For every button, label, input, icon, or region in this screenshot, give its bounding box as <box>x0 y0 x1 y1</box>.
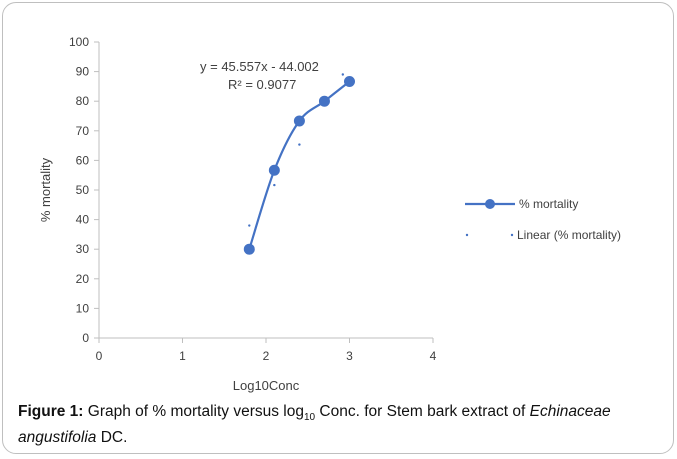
y-tick-label: 40 <box>76 213 90 227</box>
chart-frame <box>2 2 674 454</box>
caption-species: Echinaceae angustifolia <box>18 403 611 447</box>
y-tick-label: 100 <box>69 35 89 49</box>
legend-label-mortality: % mortality <box>519 197 578 211</box>
x-axis-title: Log10Conc <box>233 378 300 393</box>
y-tick-label: 70 <box>76 124 90 138</box>
legend-dot-linear <box>465 233 469 237</box>
trendline-equation: y = 45.557x - 44.002 <box>200 59 319 74</box>
y-tick-label: 0 <box>82 331 89 345</box>
x-tick-label: 4 <box>430 349 437 363</box>
chart-axes: 0 10 20 30 40 50 60 70 80 90 100 0 1 2 3 4 <box>69 35 437 363</box>
legend: % mortality Linear (% mortality) <box>465 197 621 242</box>
r-squared-label: R² = 0.9077 <box>228 77 296 92</box>
caption-subscript: 10 <box>303 412 316 424</box>
data-point <box>293 115 305 127</box>
x-tick-label: 0 <box>96 349 103 363</box>
y-tick-label: 20 <box>76 272 90 286</box>
trendline-dot <box>273 183 276 187</box>
y-tick-label: 90 <box>76 65 90 79</box>
caption-authority: DC. <box>96 429 128 447</box>
x-tick-label: 1 <box>179 349 186 363</box>
chart: 0 10 20 30 40 50 60 70 80 90 100 0 1 2 3 4 y = 45.557x … <box>38 35 621 393</box>
trendline-dot <box>341 73 345 76</box>
series-line-mortality <box>248 80 351 250</box>
trendline-dot <box>248 224 251 227</box>
y-tick-label: 60 <box>76 153 90 167</box>
caption-text-1: Graph of % mortality versus log <box>83 403 304 420</box>
x-tick-label: 2 <box>263 349 270 363</box>
series-layer <box>243 75 355 255</box>
x-tick-label: 3 <box>346 349 353 363</box>
trendline-dot <box>298 143 301 146</box>
caption-text-2: Conc. for Stem bark extract of <box>315 403 530 420</box>
data-point <box>268 164 280 176</box>
y-tick-label: 80 <box>76 94 90 108</box>
y-tick-label: 30 <box>76 242 90 256</box>
figure-caption: Figure 1: Graph of % mortality versus lo… <box>18 402 668 448</box>
y-tick-label: 10 <box>76 301 90 315</box>
legend-dot-linear <box>510 233 514 237</box>
legend-marker-mortality <box>485 199 495 209</box>
y-tick-label: 50 <box>76 183 90 197</box>
data-point <box>243 243 255 255</box>
data-point <box>344 75 355 87</box>
legend-label-linear: Linear (% mortality) <box>517 228 621 242</box>
data-point <box>318 95 330 107</box>
caption-label: Figure 1: <box>18 403 84 420</box>
y-axis-title: % mortality <box>38 157 53 222</box>
